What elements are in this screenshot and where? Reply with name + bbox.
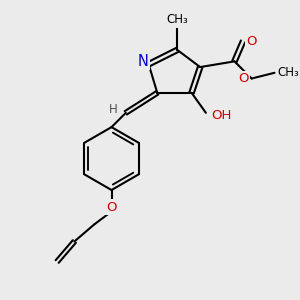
- Text: CH₃: CH₃: [278, 66, 299, 79]
- Text: O: O: [106, 201, 117, 214]
- Text: N: N: [137, 54, 148, 69]
- Text: O: O: [238, 72, 249, 85]
- Text: N: N: [137, 54, 148, 69]
- Text: O: O: [106, 201, 117, 214]
- Text: O: O: [238, 72, 249, 85]
- Text: OH: OH: [212, 109, 232, 122]
- Text: CH₃: CH₃: [167, 14, 188, 26]
- Text: O: O: [246, 35, 256, 48]
- Text: CH₃: CH₃: [167, 14, 188, 26]
- Text: O: O: [246, 35, 256, 48]
- Text: H: H: [109, 103, 117, 116]
- Text: OH: OH: [212, 109, 232, 122]
- Text: H: H: [109, 103, 117, 116]
- Text: CH₃: CH₃: [278, 66, 299, 79]
